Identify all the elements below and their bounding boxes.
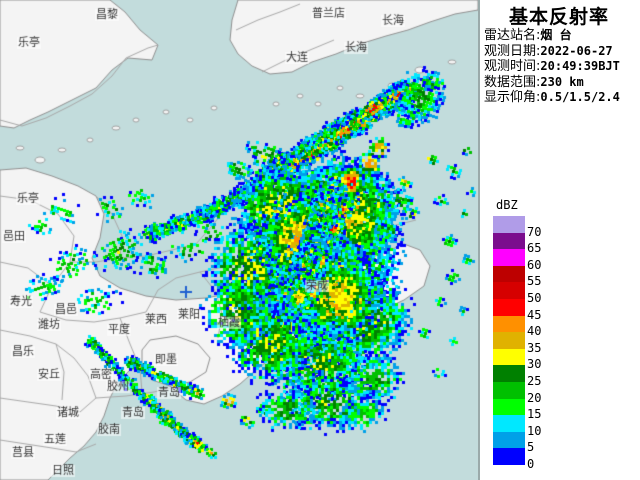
radar-metadata-list: 雷达站名:烟 台观测日期:2022-06-27 观测时间:20:49:39BJT 数… xyxy=(484,28,640,106)
elevation-angles: 显示仰角:0.5/1.5/2.4 xyxy=(484,90,640,106)
observation-date: 观测日期:2022-06-27 xyxy=(484,44,640,60)
legend-band-65 xyxy=(493,232,525,250)
legend-tick-35: 35 xyxy=(527,340,542,355)
legend-color-bars xyxy=(493,216,533,465)
legend-tick-25: 25 xyxy=(527,374,542,388)
legend-band-0 xyxy=(493,448,525,465)
legend-tick-15: 15 xyxy=(527,407,542,422)
legend-band-25 xyxy=(493,365,525,382)
data-range-value: 230 km xyxy=(540,74,584,89)
legend-tick-40: 40 xyxy=(527,324,542,339)
legend-tick-20: 20 xyxy=(527,390,542,405)
observation-date-label: 观测日期: xyxy=(484,43,541,59)
observation-time-label: 观测时间: xyxy=(484,59,541,75)
legend-tick-70: 70 xyxy=(527,224,542,239)
legend-band-20 xyxy=(493,381,525,399)
legend-tick-60: 60 xyxy=(527,257,542,272)
radar-station: 雷达站名:烟 台 xyxy=(484,28,640,44)
data-range: 数据范围:230 km xyxy=(484,75,640,91)
elevation-angles-label: 显示仰角: xyxy=(484,90,541,106)
legend-band-35 xyxy=(493,332,525,349)
legend-band-5 xyxy=(493,431,525,449)
legend-tick-55: 55 xyxy=(527,274,542,289)
data-range-label: 数据范围: xyxy=(484,74,541,90)
legend-band-30 xyxy=(493,348,525,366)
radar-reflectivity-canvas[interactable] xyxy=(0,0,478,480)
legend-band-40 xyxy=(493,315,525,333)
legend-tick-10: 10 xyxy=(527,423,542,438)
legend-band-70 xyxy=(493,216,525,233)
elevation-angles-value: 0.5/1.5/2.4 xyxy=(540,90,620,105)
legend-band-45 xyxy=(493,298,525,316)
legend-band-15 xyxy=(493,398,525,416)
radar-station-label: 雷达站名: xyxy=(484,28,541,43)
legend-tick-30: 30 xyxy=(527,357,542,372)
legend-tick-0: 0 xyxy=(527,457,535,471)
radar-map-panel[interactable] xyxy=(0,0,478,480)
observation-date-value: 2022-06-27 xyxy=(540,43,613,58)
legend-band-10 xyxy=(493,415,525,432)
radar-station-value: 烟 台 xyxy=(540,28,572,42)
legend-band-50 xyxy=(493,282,525,299)
observation-time-value: 20:49:39BJT xyxy=(540,59,620,74)
info-side-panel: 基本反射率 雷达站名:烟 台观测日期:2022-06-27 观测时间:20:49:… xyxy=(478,0,640,480)
legend-unit-label: dBZ xyxy=(496,198,518,212)
legend-tick-50: 50 xyxy=(527,291,542,305)
page-title: 基本反射率 xyxy=(508,6,609,28)
legend-band-55 xyxy=(493,265,525,283)
legend-tick-45: 45 xyxy=(527,307,542,322)
legend-tick-65: 65 xyxy=(527,241,542,256)
observation-time: 观测时间:20:49:39BJT xyxy=(484,59,640,75)
legend-tick-5: 5 xyxy=(527,440,535,455)
legend-band-60 xyxy=(493,249,525,266)
